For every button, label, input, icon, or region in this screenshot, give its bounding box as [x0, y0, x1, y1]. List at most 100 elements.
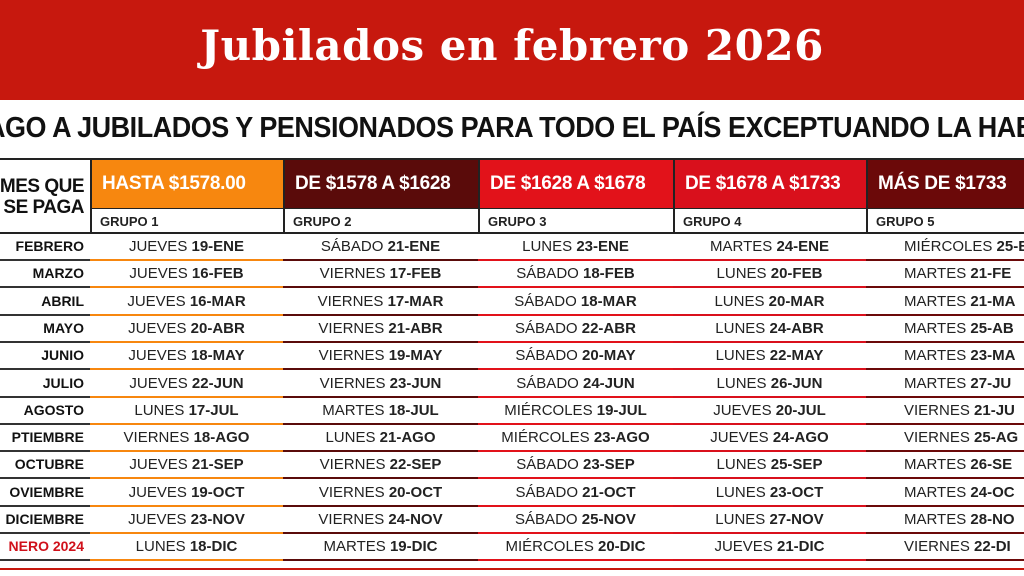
date: 23-NOV	[190, 511, 245, 528]
date: 28-NO	[970, 511, 1015, 528]
weekday: JUEVES	[129, 374, 188, 392]
weekday: JUEVES	[710, 429, 769, 447]
date: 21-DIC	[777, 538, 825, 556]
payment-date-cell: LUNES 20-FEB	[673, 261, 866, 289]
weekday: VIERNES	[904, 538, 970, 556]
group-column-1: HASTA $1578.00 GRUPO 1 JUEVES 19-ENE JUEVES…	[90, 160, 283, 570]
payment-date-cell: JUEVES 20-JUL	[673, 398, 866, 425]
payment-date-cell: MARTES 21-FE	[866, 261, 1024, 289]
payment-date-cell: MARTES 27-JU	[866, 371, 1024, 398]
payment-date-cell: VIERNES 21-ABR	[283, 316, 478, 343]
payment-date-cell: MIÉRCOLES 19-JUL	[478, 398, 673, 425]
date: 19-MAY	[388, 347, 443, 365]
date: 18-FEB	[583, 265, 635, 283]
date: 17-JUL	[188, 401, 239, 419]
weekday: LUNES	[134, 401, 185, 419]
date: 21-FE	[970, 265, 1012, 283]
payment-date-cell: JUEVES 22-JUN	[90, 371, 283, 398]
weekday: VIERNES	[318, 319, 385, 337]
weekday: JUEVES	[128, 511, 187, 528]
date: 16-FEB	[191, 265, 244, 283]
month-label: AGOSTO	[0, 398, 90, 425]
payment-date-cell: LUNES 23-OCT	[673, 480, 866, 507]
date: 20-JUL	[775, 401, 826, 419]
payment-date-cell: LUNES 21-AGO	[283, 425, 478, 453]
weekday: JUEVES	[713, 401, 772, 419]
date: 20-FEB	[770, 265, 823, 283]
payment-date-cell: JUEVES 24-AGO	[673, 425, 866, 453]
payment-date-cell: VIERNES 21-JU	[866, 398, 1024, 425]
payment-date-cell: LUNES 18-DIC	[90, 534, 283, 562]
payment-date-cell: JUEVES 23-NOV	[90, 507, 283, 534]
weekday: MIÉRCOLES	[501, 429, 590, 447]
weekday: LUNES	[716, 374, 767, 392]
weekday: MARTES	[904, 319, 967, 337]
payment-date-cell: MIÉRCOLES 20-DIC	[478, 534, 673, 562]
weekday: LUNES	[522, 238, 573, 255]
date: 24-NOV	[388, 511, 443, 528]
payment-date-cell: MARTES 18-JUL	[283, 398, 478, 425]
weekday: VIERNES	[904, 401, 970, 419]
weekday: VIERNES	[318, 511, 385, 528]
date: 24-ABR	[769, 319, 824, 337]
payment-date-cell: LUNES 22-MAY	[673, 343, 866, 371]
weekday: MIÉRCOLES	[504, 401, 593, 419]
date: 19-JUL	[596, 401, 647, 419]
weekday: MARTES	[904, 265, 967, 283]
weekday: LUNES	[715, 319, 766, 337]
weekday: JUEVES	[714, 538, 773, 556]
group-label: GRUPO 2	[283, 208, 478, 234]
date: 21-AGO	[379, 429, 436, 447]
weekday: JUEVES	[129, 265, 188, 283]
weekday: JUEVES	[128, 319, 187, 337]
date: 27-JU	[970, 374, 1012, 392]
month-label: MAYO	[0, 316, 90, 343]
date: 19-DIC	[389, 538, 438, 556]
payment-date-cell: LUNES 23-ENE	[478, 234, 673, 261]
month-label: DICIEMBRE	[0, 507, 90, 534]
date: 17-FEB	[389, 265, 442, 283]
date: 18-JUL	[388, 401, 439, 419]
weekday: SÁBADO	[516, 265, 579, 283]
date: 22-ABR	[581, 319, 636, 337]
weekday: JUEVES	[127, 292, 186, 310]
date: 19-OCT	[191, 483, 245, 501]
weekday: LUNES	[135, 538, 186, 556]
weekday: SÁBADO	[516, 374, 579, 392]
month-label: JULIO	[0, 371, 90, 398]
weekday: MIÉRCOLES	[505, 538, 594, 556]
payment-date-cell: LUNES 27-NOV	[673, 507, 866, 534]
payment-date-cell: VIERNES 23-JUN	[283, 371, 478, 398]
weekday: VIERNES	[904, 429, 970, 447]
date: 24-JUN	[583, 374, 635, 392]
date: 19-ENE	[191, 238, 245, 255]
date: 17-MAR	[387, 292, 444, 310]
group-label: GRUPO 5	[866, 208, 1024, 234]
date: 21-SEP	[191, 456, 244, 474]
income-range-header: DE $1678 A $1733	[673, 160, 866, 208]
payment-date-cell: VIERNES 20-OCT	[283, 480, 478, 507]
date: 25-AG	[974, 429, 1019, 447]
payment-date-cell: MARTES 25-AB	[866, 316, 1024, 343]
date: 18-MAR	[580, 292, 637, 310]
payment-date-cell: MARTES 19-DIC	[283, 534, 478, 562]
payment-date-cell: SÁBADO 23-SEP	[478, 452, 673, 480]
date: 23-ENE	[576, 238, 629, 255]
month-header-line2: SE PAGA	[3, 197, 84, 218]
payment-date-cell: LUNES 26-JUN	[673, 371, 866, 398]
payment-date-cell: JUEVES 16-FEB	[90, 261, 283, 289]
month-column-header: MES QUE SE PAGA	[0, 160, 90, 234]
weekday: LUNES	[715, 511, 766, 528]
payment-schedule-table: MES QUE SE PAGA FEBRERO MARZO ABRIL MAYO JUN…	[0, 158, 1024, 570]
weekday: MARTES	[323, 538, 386, 556]
date: 21-JU	[974, 401, 1015, 419]
weekday: LUNES	[325, 429, 376, 447]
month-label: NERO 2024	[0, 534, 90, 562]
month-header-line1: MES QUE	[0, 176, 85, 197]
table-subtitle: AGO A JUBILADOS Y PENSIONADOS PARA TODO …	[0, 112, 1024, 144]
date: 20-ABR	[190, 319, 245, 337]
date: 18-AGO	[193, 429, 250, 447]
payment-date-cell: LUNES 24-ABR	[673, 316, 866, 343]
payment-date-cell: SÁBADO 20-MAY	[478, 343, 673, 371]
month-label: MARZO	[0, 261, 90, 289]
